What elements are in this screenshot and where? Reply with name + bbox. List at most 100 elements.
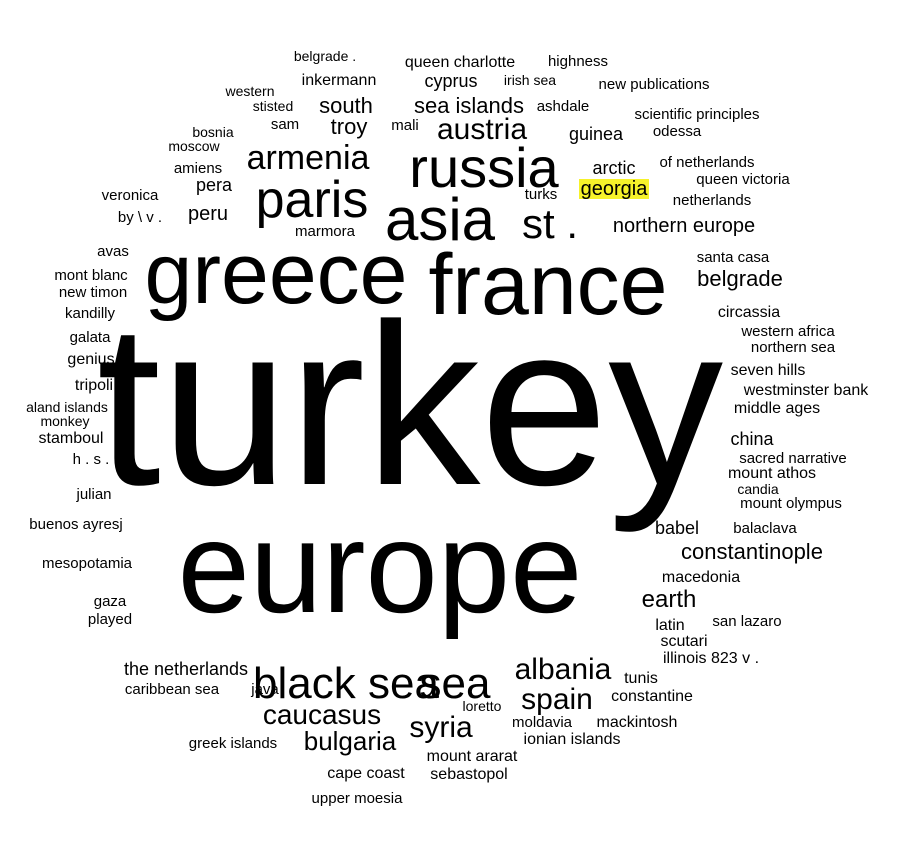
word-inkermann-54: inkermann: [301, 72, 377, 89]
word-china-30: china: [730, 429, 774, 449]
word-played-75: played: [87, 610, 133, 628]
word-monkey-81: monkey: [40, 413, 90, 429]
word-arctic-27: arctic: [592, 158, 636, 178]
word-guinea-26: guinea: [568, 124, 624, 144]
word-constantinople-17: constantinople: [681, 539, 823, 564]
word-gaza-74: gaza: [93, 592, 127, 610]
word-pera-32: pera: [195, 175, 233, 195]
word-veronica-88: veronica: [101, 186, 159, 204]
word-netherlands-101: netherlands: [672, 191, 752, 209]
word-mont-blanc-85: mont blanc: [54, 266, 128, 284]
word-sacred-narrative-64: sacred narrative: [739, 449, 847, 467]
word-northern-sea-63: northern sea: [750, 338, 836, 356]
word-earth-18: earth: [641, 586, 697, 613]
word-mount-athos-42: mount athos: [727, 465, 817, 482]
word-sebastopol-45: sebastopol: [430, 766, 508, 783]
word-albania-12: albania: [514, 653, 612, 686]
word-mount-olympus-66: mount olympus: [740, 494, 842, 512]
word-belgrade-93: belgrade .: [293, 48, 357, 64]
word-asia-4: asia: [384, 186, 496, 253]
word-northern-europe-23: northern europe: [612, 215, 756, 237]
word-queen-charlotte-34: queen charlotte: [404, 54, 516, 71]
word-ionian-islands-47: ionian islands: [523, 731, 621, 748]
word-avas-86: avas: [97, 242, 129, 260]
word-sea-islands-20: sea islands: [413, 93, 525, 118]
word-caribbean-sea-70: caribbean sea: [124, 680, 220, 698]
word-constantine-49: constantine: [611, 688, 693, 705]
word-greek-islands-72: greek islands: [188, 734, 278, 752]
word-new-timon-84: new timon: [58, 283, 128, 301]
word-cyprus-33: cyprus: [424, 71, 478, 91]
word-upper-moesia-73: upper moesia: [311, 789, 403, 807]
word-buenos-ayresj-77: buenos ayresj: [29, 515, 123, 533]
word-candia-65: candia: [737, 481, 779, 497]
word-st-7: st .: [521, 200, 578, 247]
word-queen-victoria-100: queen victoria: [696, 170, 790, 188]
word-scientific-principles-97: scientific principles: [634, 105, 760, 123]
word-stamboul-37: stamboul: [38, 430, 104, 447]
word-caucasus-14: caucasus: [262, 699, 382, 730]
word-black-sea-8: black sea: [253, 659, 439, 708]
word-turkey-0: turkey: [96, 276, 724, 533]
word-macedonia-43: macedonia: [661, 569, 741, 586]
word-circassia-38: circassia: [717, 304, 781, 321]
word-new-publications-96: new publications: [598, 75, 710, 93]
word-sam-56: sam: [270, 115, 300, 133]
word-france-3: france: [428, 237, 668, 333]
word-tunis-50: tunis: [624, 670, 658, 687]
word-the-netherlands-28: the netherlands: [123, 659, 249, 679]
word-western-92: western: [225, 83, 275, 99]
word-moscow-89: moscow: [168, 138, 220, 154]
word-westminster-bank-40: westminster bank: [743, 382, 869, 399]
word-kandilly-83: kandilly: [64, 304, 116, 322]
word-mackintosh-48: mackintosh: [596, 714, 678, 731]
word-belgrade-22: belgrade: [697, 266, 783, 291]
word-highness-95: highness: [547, 52, 609, 70]
word-by-v-87: by \ v .: [117, 208, 163, 226]
word-latin-31: latin: [655, 617, 685, 634]
word-scutari-51: scutari: [660, 633, 708, 650]
word-stisted-91: stisted: [252, 98, 294, 114]
word-illinois-823-v-52: illinois 823 v .: [662, 650, 760, 667]
word-santa-casa-61: santa casa: [696, 248, 770, 266]
word-loretto-69: loretto: [462, 698, 502, 714]
word-spain-13: spain: [521, 683, 593, 716]
word-odessa-98: odessa: [652, 122, 702, 140]
word-georgia-24: georgia: [578, 178, 650, 200]
word-bosnia-90: bosnia: [192, 124, 234, 140]
word-amiens-55: amiens: [173, 159, 223, 177]
word-paris-6: paris: [255, 171, 369, 229]
word-bulgaria-16: bulgaria: [303, 726, 397, 756]
word-tripoli-36: tripoli: [74, 377, 114, 394]
word-mount-ararat-44: mount ararat: [426, 748, 518, 765]
word-java-71: java: [251, 680, 279, 698]
word-troy-21: troy: [330, 114, 368, 139]
word-seven-hills-39: seven hills: [730, 362, 806, 379]
word-russia-5: russia: [409, 136, 559, 199]
word-genius-35: genius: [67, 351, 115, 368]
word-western-africa-62: western africa: [741, 322, 835, 340]
word-moldavia-68: moldavia: [511, 713, 573, 731]
word-marmora-59: marmora: [294, 222, 355, 240]
word-of-netherlands-99: of netherlands: [659, 153, 755, 171]
word-galata-82: galata: [69, 328, 111, 346]
word-balaclava-67: balaclava: [733, 519, 797, 537]
word-mesopotamia-76: mesopotamia: [41, 554, 133, 572]
word-cape-coast-46: cape coast: [327, 765, 405, 782]
word-armenia-10: armenia: [246, 139, 370, 177]
word-turks-60: turks: [524, 185, 558, 203]
word-austria-11: austria: [436, 113, 528, 146]
word-europe-1: europe: [177, 494, 583, 640]
word-south-19: south: [319, 93, 373, 118]
word-irish-sea-94: irish sea: [503, 72, 557, 88]
word-peru-25: peru: [187, 203, 229, 225]
word-ashdale-57: ashdale: [536, 97, 590, 115]
word-h-s-79: h . s .: [72, 450, 110, 468]
word-middle-ages-41: middle ages: [733, 400, 821, 417]
word-sea-9: sea: [419, 659, 491, 708]
word-syria-15: syria: [409, 711, 473, 744]
word-babel-29: babel: [654, 518, 700, 538]
word-julian-78: julian: [76, 485, 112, 503]
word-san-lazaro-53: san lazaro: [712, 612, 782, 630]
